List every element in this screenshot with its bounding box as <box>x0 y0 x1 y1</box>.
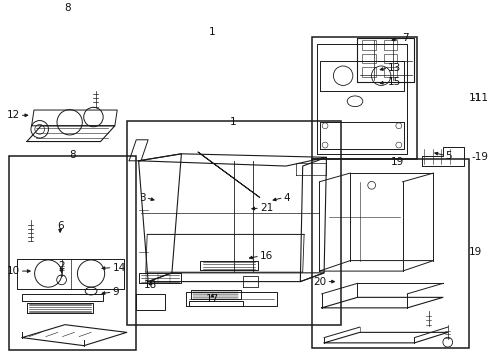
Bar <box>126 121 340 325</box>
Text: 11: 11 <box>468 93 482 103</box>
Text: 1: 1 <box>208 27 215 37</box>
Text: 9: 9 <box>112 287 119 297</box>
Text: 8: 8 <box>69 150 76 160</box>
Bar <box>311 159 468 348</box>
Text: 18: 18 <box>143 280 157 290</box>
Text: 2: 2 <box>58 261 65 271</box>
Text: 16: 16 <box>259 251 273 261</box>
Text: 7: 7 <box>402 32 408 42</box>
Text: 19: 19 <box>390 157 403 167</box>
Bar <box>9 156 136 350</box>
Bar <box>362 40 375 50</box>
Text: 19: 19 <box>468 247 482 257</box>
Text: 8: 8 <box>64 4 70 13</box>
Text: 21: 21 <box>259 203 273 213</box>
Text: 6: 6 <box>57 221 63 230</box>
Bar <box>362 54 375 63</box>
Text: 5: 5 <box>445 150 451 161</box>
Text: 15: 15 <box>387 77 401 87</box>
Bar <box>362 67 375 77</box>
Bar <box>383 40 396 50</box>
Text: -11: -11 <box>470 93 488 103</box>
Bar <box>311 36 416 159</box>
Text: 17: 17 <box>205 294 219 304</box>
Text: 20: 20 <box>313 276 326 287</box>
Text: -19: -19 <box>470 152 488 162</box>
Text: 3: 3 <box>139 193 145 203</box>
Text: 13: 13 <box>387 63 401 73</box>
Bar <box>383 54 396 63</box>
Bar <box>383 67 396 77</box>
Text: 1: 1 <box>229 117 236 127</box>
Text: 4: 4 <box>283 193 290 203</box>
Text: 12: 12 <box>6 110 20 120</box>
Text: 14: 14 <box>112 262 125 273</box>
Text: 10: 10 <box>6 266 20 276</box>
